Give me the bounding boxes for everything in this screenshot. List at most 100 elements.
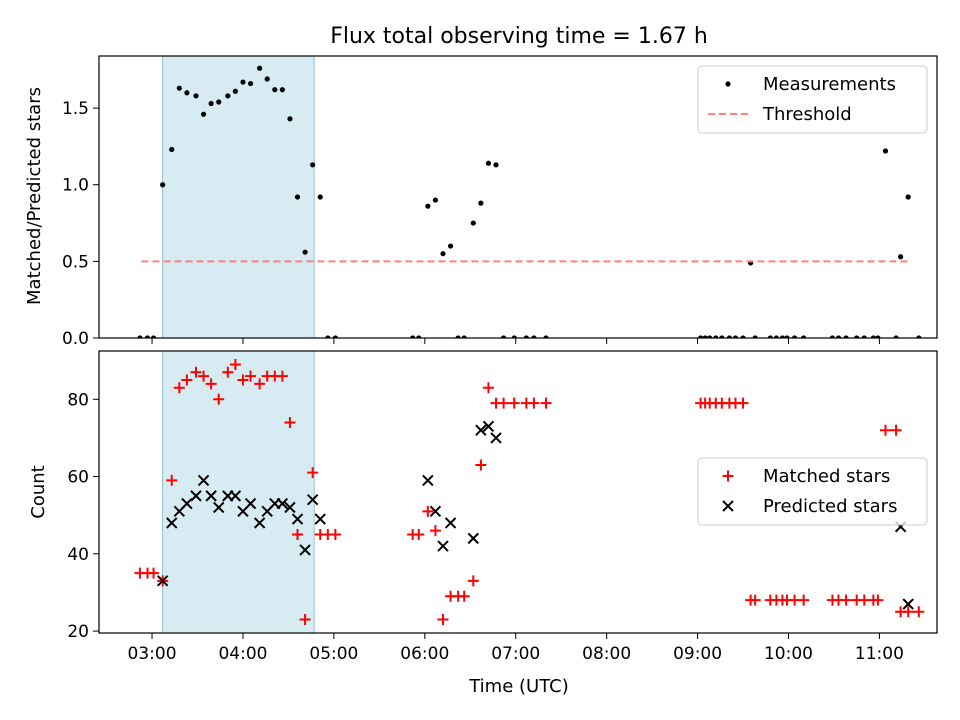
matched-star-point bbox=[429, 525, 441, 537]
predicted-star-point bbox=[291, 513, 304, 525]
predicted-star-point bbox=[482, 420, 495, 433]
predicted-star-point bbox=[284, 501, 296, 514]
x-axis-label: Time (UTC) bbox=[468, 676, 569, 697]
measurement-point bbox=[310, 162, 316, 168]
legend-label: Matched stars bbox=[763, 466, 890, 487]
x-tick-label: 09:00 bbox=[673, 644, 722, 664]
y-tick-label: 80 bbox=[67, 390, 89, 410]
measurement-point bbox=[193, 93, 199, 99]
matched-star-point bbox=[166, 474, 178, 486]
predicted-star-point bbox=[213, 501, 225, 514]
measurement-point bbox=[176, 85, 182, 91]
measurement-point bbox=[325, 335, 331, 338]
matched-star-point bbox=[749, 594, 761, 606]
matched-star-point bbox=[276, 370, 288, 382]
measurement-point bbox=[523, 335, 529, 338]
matched-star-point bbox=[437, 613, 449, 625]
x-tick-label: 03:00 bbox=[128, 644, 177, 664]
measurement-point bbox=[416, 335, 422, 338]
measurement-point bbox=[208, 100, 214, 107]
matched-star-point bbox=[902, 606, 914, 618]
matched-star-point bbox=[181, 374, 193, 386]
predicted-star-point bbox=[306, 494, 319, 506]
legend-swatch bbox=[722, 470, 734, 482]
predicted-star-point bbox=[276, 497, 289, 510]
bottom-data-marks bbox=[134, 359, 925, 625]
matched-star-point bbox=[245, 370, 257, 382]
predicted-star-point bbox=[190, 490, 202, 502]
measurement-point bbox=[257, 65, 263, 71]
matched-star-point bbox=[508, 397, 520, 409]
measurement-point bbox=[501, 335, 507, 338]
measurement-point bbox=[713, 335, 719, 338]
measurement-point bbox=[272, 87, 278, 93]
measurement-point bbox=[801, 335, 807, 338]
y-tick-label: 60 bbox=[67, 468, 89, 488]
matched-star-point bbox=[458, 590, 470, 602]
measurement-point bbox=[216, 99, 222, 105]
top-axes-frame bbox=[98, 55, 938, 339]
measurement-point bbox=[200, 111, 207, 117]
predicted-star-point bbox=[444, 517, 457, 529]
matched-star-point bbox=[329, 528, 341, 540]
measurement-point bbox=[767, 335, 773, 338]
matched-star-point bbox=[540, 397, 552, 409]
measurement-point bbox=[470, 220, 476, 226]
measurement-point bbox=[870, 335, 876, 338]
measurement-point bbox=[531, 335, 537, 338]
measurement-point bbox=[719, 335, 725, 338]
measurement-point bbox=[432, 197, 439, 203]
matched-star-point bbox=[254, 378, 266, 390]
measurement-point bbox=[702, 335, 708, 338]
matched-star-point bbox=[422, 505, 434, 517]
predicted-star-point bbox=[229, 490, 242, 502]
matched-star-point bbox=[913, 606, 925, 618]
measurement-point bbox=[791, 335, 798, 338]
measurement-point bbox=[485, 160, 492, 166]
y-tick-label: 0.5 bbox=[62, 252, 89, 272]
x-tick-label: 05:00 bbox=[309, 644, 358, 664]
predicted-star-point bbox=[166, 517, 178, 529]
matched-star-point bbox=[222, 366, 234, 378]
matched-star-point bbox=[198, 370, 210, 382]
top-panel: 0.0 0.5 1.0 1.5 Matched/Predicted stars Mea… bbox=[24, 55, 938, 349]
bottom-y-axis-label: Count bbox=[28, 465, 49, 518]
top-axis-ticks: 0.0 0.5 1.0 1.5 bbox=[62, 99, 880, 349]
observing-window-shade bbox=[162, 55, 315, 339]
measurement-point bbox=[225, 93, 231, 99]
legend-box bbox=[697, 65, 928, 134]
predicted-star-point bbox=[244, 497, 257, 510]
matched-star-point bbox=[467, 575, 479, 587]
measurement-point bbox=[425, 203, 431, 209]
legend-label: Measurements bbox=[763, 74, 896, 95]
measurement-point bbox=[511, 335, 517, 338]
y-tick-label: 0.0 bbox=[62, 329, 89, 349]
y-tick-label: 40 bbox=[67, 545, 89, 565]
matched-star-point bbox=[148, 567, 160, 579]
measurement-point bbox=[410, 335, 416, 338]
predicted-star-point bbox=[902, 598, 914, 610]
matched-star-point bbox=[475, 459, 487, 471]
measurement-point bbox=[332, 335, 338, 338]
x-tick-label: 08:00 bbox=[582, 644, 631, 664]
x-tick-label: 04:00 bbox=[218, 644, 267, 664]
matched-star-point bbox=[528, 397, 540, 409]
measurement-point bbox=[302, 249, 308, 255]
matched-star-point bbox=[872, 594, 884, 606]
predicted-star-point bbox=[490, 432, 502, 444]
matched-star-point bbox=[840, 594, 852, 606]
measurement-point bbox=[829, 335, 836, 338]
top-y-axis-label: Matched/Predicted stars bbox=[24, 87, 45, 305]
matched-star-point bbox=[798, 594, 810, 606]
measurement-point bbox=[698, 335, 704, 338]
y-tick-label: 1.5 bbox=[62, 99, 89, 119]
measurement-point bbox=[779, 335, 786, 338]
legend-swatch bbox=[725, 81, 731, 87]
measurement-point bbox=[732, 335, 739, 338]
measurement-point bbox=[773, 335, 779, 338]
predicted-star-point bbox=[299, 544, 311, 556]
measurement-point bbox=[137, 335, 143, 338]
legend-swatch bbox=[722, 500, 734, 512]
bottom-legend: Matched stars Predicted stars bbox=[697, 457, 928, 526]
measurement-point bbox=[461, 335, 467, 338]
